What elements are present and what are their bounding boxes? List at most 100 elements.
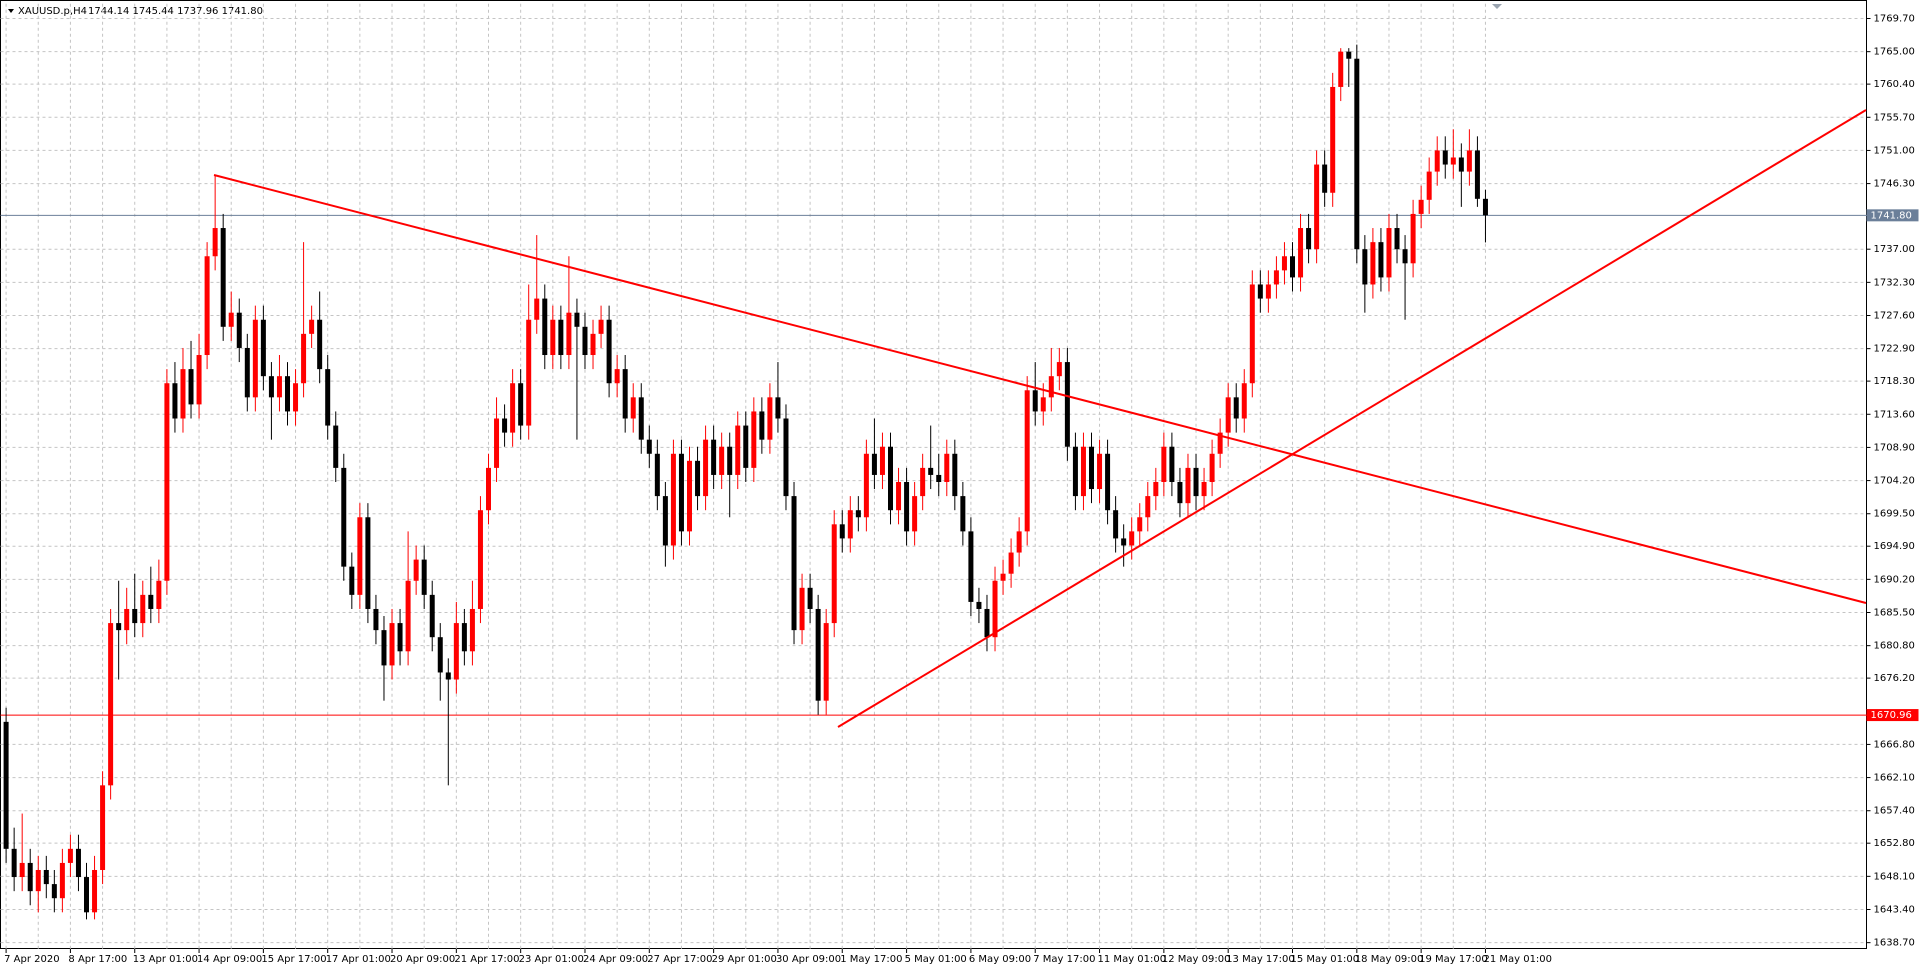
candle-body bbox=[912, 496, 918, 532]
collapse-arrow[interactable] bbox=[8, 9, 14, 13]
x-tick-label: 29 Apr 01:00 bbox=[712, 954, 777, 965]
y-tick-label: 1676.20 bbox=[1874, 673, 1915, 684]
plot-frame bbox=[0, 0, 1867, 949]
y-tick-label: 1652.80 bbox=[1874, 838, 1915, 849]
candle-body bbox=[413, 559, 419, 581]
candle-body bbox=[373, 608, 379, 631]
candle-body bbox=[1338, 51, 1344, 87]
candle-body bbox=[711, 439, 717, 475]
candle-body bbox=[952, 453, 958, 497]
candle-body bbox=[100, 785, 106, 870]
candle-body bbox=[1410, 213, 1416, 264]
candle-body bbox=[1346, 51, 1352, 59]
candle-body bbox=[654, 453, 660, 497]
candle-body bbox=[1314, 164, 1320, 250]
candle-body bbox=[687, 460, 692, 532]
candle-body bbox=[799, 587, 805, 631]
trendline[interactable] bbox=[837, 109, 1867, 728]
candle-body bbox=[1330, 86, 1336, 193]
candle-body bbox=[1153, 481, 1159, 497]
candle-body bbox=[510, 383, 516, 433]
candle-body bbox=[630, 397, 636, 419]
candle-body bbox=[124, 608, 130, 631]
candle-body bbox=[164, 383, 170, 581]
candle-body bbox=[775, 397, 781, 419]
price-lines bbox=[0, 214, 1867, 716]
candle-body bbox=[743, 425, 749, 468]
y-tick-label: 1765.00 bbox=[1874, 47, 1915, 58]
x-tick-label: 18 May 09:00 bbox=[1355, 954, 1424, 965]
candle-body bbox=[1080, 446, 1086, 497]
candle-body bbox=[75, 848, 81, 878]
candle-body bbox=[1177, 481, 1183, 504]
candle-body bbox=[365, 517, 371, 609]
candle-body bbox=[437, 637, 443, 673]
candle-body bbox=[944, 453, 950, 482]
y-tick-label: 1690.20 bbox=[1874, 574, 1915, 585]
candle-body bbox=[1161, 446, 1167, 482]
candle-body bbox=[1064, 362, 1070, 447]
candle-body bbox=[486, 467, 491, 511]
candle-body bbox=[1056, 362, 1062, 377]
candle-body bbox=[759, 411, 765, 440]
candle-body bbox=[582, 326, 588, 356]
candle-body bbox=[244, 347, 250, 398]
candle-body bbox=[670, 453, 676, 546]
candle-body bbox=[984, 608, 990, 638]
candle-body bbox=[735, 425, 741, 475]
candle-body bbox=[333, 425, 339, 468]
candle-body bbox=[879, 446, 885, 475]
trendline[interactable] bbox=[213, 174, 1867, 604]
y-tick-label: 1662.10 bbox=[1874, 773, 1915, 784]
candle-body bbox=[896, 481, 902, 511]
candle-body bbox=[397, 623, 403, 652]
candle-body bbox=[381, 630, 387, 666]
candle-body bbox=[928, 467, 934, 475]
candle-body bbox=[172, 383, 178, 419]
candle-body bbox=[461, 623, 467, 652]
candle-body bbox=[1217, 432, 1223, 454]
price-marker bbox=[1866, 209, 1919, 222]
x-tick-label: 20 Apr 09:00 bbox=[390, 954, 455, 965]
y-tick-label: 1751.00 bbox=[1874, 145, 1915, 156]
ohlc-label: 1744.14 1745.44 1737.96 1741.80 bbox=[88, 6, 263, 17]
candle-body bbox=[1032, 390, 1038, 412]
candle-body bbox=[204, 256, 210, 356]
candle-body bbox=[960, 496, 966, 532]
candle-body bbox=[831, 524, 837, 624]
candle-body bbox=[1257, 284, 1263, 299]
candle-body bbox=[1233, 397, 1239, 419]
candle-body bbox=[148, 594, 154, 609]
candle-body bbox=[228, 312, 234, 327]
candle-body bbox=[252, 319, 258, 398]
candle-body bbox=[445, 672, 451, 680]
candle-body bbox=[389, 623, 395, 666]
candle-body bbox=[1418, 199, 1424, 214]
x-tick-label: 13 May 17:00 bbox=[1226, 954, 1295, 965]
candle-body bbox=[542, 298, 548, 356]
candle-body bbox=[156, 580, 162, 609]
candle-body bbox=[823, 623, 829, 701]
candle-body bbox=[1442, 150, 1448, 165]
candle-body bbox=[293, 383, 299, 412]
candle-body bbox=[1089, 446, 1094, 490]
candle-body bbox=[357, 517, 363, 595]
x-tick-label: 21 May 01:00 bbox=[1483, 954, 1552, 965]
y-tick-label: 1708.90 bbox=[1874, 442, 1915, 453]
candle-body bbox=[108, 623, 114, 786]
candle-body bbox=[1281, 256, 1287, 271]
candle-body bbox=[614, 369, 620, 384]
candle-body bbox=[638, 397, 644, 440]
candle-body bbox=[1290, 256, 1295, 278]
candle-body bbox=[132, 608, 138, 624]
candle-body bbox=[502, 418, 508, 433]
candle-body bbox=[904, 481, 910, 532]
symbol: XAUUSD.p,H4 bbox=[18, 6, 87, 17]
shift-marker bbox=[1492, 4, 1502, 9]
candle-body bbox=[1225, 397, 1231, 433]
candle-body bbox=[920, 467, 926, 497]
candle-body bbox=[695, 460, 701, 497]
candle-body bbox=[1040, 397, 1046, 412]
y-tick-label: 1737.00 bbox=[1874, 244, 1915, 255]
